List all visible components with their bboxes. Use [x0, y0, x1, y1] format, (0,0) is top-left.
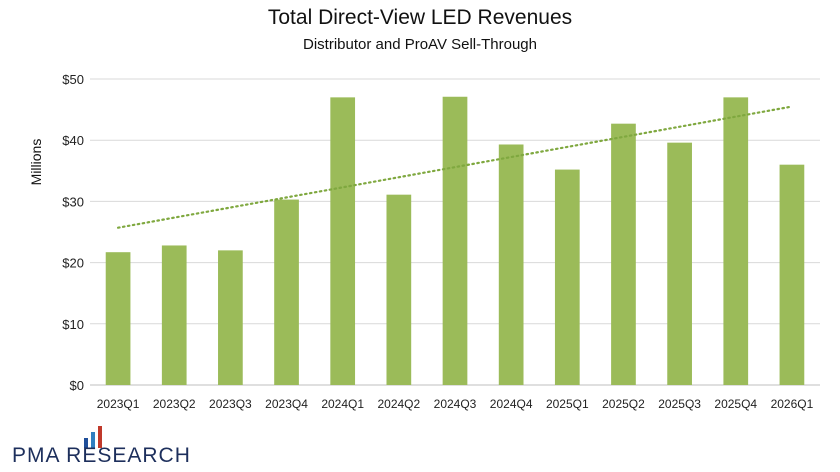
- bar: [330, 97, 356, 386]
- bar: [667, 142, 692, 385]
- x-tick-label: 2023Q2: [153, 397, 196, 411]
- chart-title: Total Direct-View LED Revenues: [267, 6, 573, 29]
- x-tick-label: 2025Q4: [714, 397, 757, 411]
- y-tick-label: $10: [62, 317, 84, 332]
- x-tick-label: 2023Q3: [209, 397, 252, 411]
- bar: [386, 194, 412, 385]
- logo-bar: [91, 432, 95, 448]
- bar: [554, 169, 580, 385]
- pma-research-logo: PMA RESEARCH: [12, 424, 212, 468]
- x-tick-label: 2023Q4: [265, 397, 308, 411]
- logo-bar: [84, 438, 88, 448]
- x-tick-label: 2025Q1: [546, 397, 589, 411]
- bar: [161, 245, 187, 385]
- logo-bar: [98, 426, 102, 448]
- y-axis-title: Millions: [28, 139, 44, 186]
- trendline: [116, 105, 794, 229]
- y-tick-label: $0: [70, 378, 84, 393]
- x-tick-label: 2026Q1: [771, 397, 814, 411]
- logo-text: PMA RESEARCH: [12, 444, 191, 467]
- x-tick-label: 2024Q1: [321, 397, 364, 411]
- bar: [105, 252, 131, 385]
- x-tick-label: 2025Q2: [602, 397, 645, 411]
- bar: [218, 250, 243, 385]
- chart-subtitle: Distributor and ProAV Sell-Through: [303, 36, 537, 53]
- bar: [498, 144, 524, 385]
- x-tick-label: 2025Q3: [658, 397, 701, 411]
- x-tick-label: 2024Q4: [490, 397, 533, 411]
- bar: [442, 96, 468, 386]
- bar-chart-logo-icon: [84, 426, 102, 448]
- x-tick-label: 2023Q1: [97, 397, 140, 411]
- bar: [723, 97, 749, 386]
- y-tick-label: $50: [62, 72, 84, 87]
- bar: [274, 199, 299, 385]
- y-tick-label: $30: [62, 194, 84, 209]
- y-tick-label: $20: [62, 256, 84, 271]
- bar: [779, 164, 805, 385]
- bar: [611, 123, 636, 386]
- x-tick-label: 2024Q3: [434, 397, 477, 411]
- y-tick-label: $40: [62, 133, 84, 148]
- x-tick-label: 2024Q2: [377, 397, 420, 411]
